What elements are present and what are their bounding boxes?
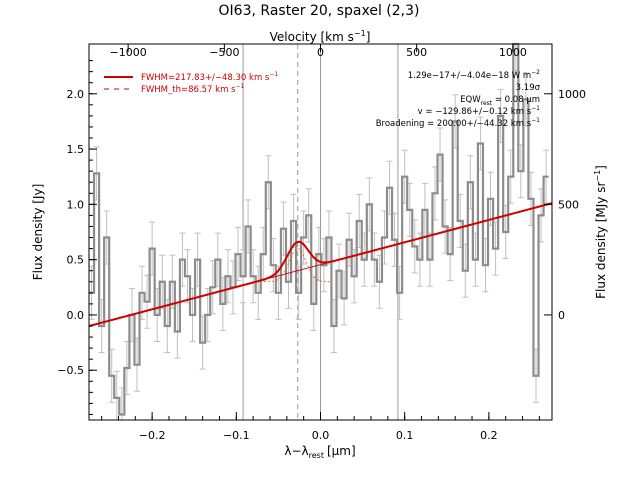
annotation-eqw: EQWrest = 0.08 μm <box>460 95 540 107</box>
y-tick-label: 1.0 <box>67 198 85 211</box>
tick-layer: −0.2 −0.1 0.0 0.1 0.2 −1000 −500 0 500 1000 −0.5 0.… <box>57 44 586 442</box>
chart-title: OI63, Raster 20, spaxel (2,3) <box>219 3 420 19</box>
right-tick-label: 1000 <box>558 88 586 101</box>
y-tick-label: 0.5 <box>67 254 85 267</box>
top-axis-label: Velocity [km s−1] <box>270 29 371 44</box>
legend: FWHM=217.83+/−48.30 km s−1 FWHM_th=86.57… <box>104 71 278 95</box>
y-tick-label: −0.5 <box>57 364 84 377</box>
x-tick-label: 0.2 <box>480 429 498 442</box>
spectrum-series <box>89 42 549 416</box>
top-tick-label: 0 <box>317 46 324 59</box>
y-axis-label-right: Flux density [MJy sr−1] <box>593 165 608 299</box>
x-tick-label: −0.1 <box>223 429 250 442</box>
top-tick-label: 500 <box>406 46 427 59</box>
fit-line <box>88 202 553 328</box>
x-tick-label: −0.2 <box>139 429 166 442</box>
right-tick-label: 500 <box>558 198 579 211</box>
y-tick-label: 1.5 <box>67 143 85 156</box>
x-tick-label: 0.1 <box>396 429 414 442</box>
right-tick-label: 0 <box>558 309 565 322</box>
y-tick-label: 0.0 <box>67 309 85 322</box>
y-axis-label-left: Flux density [Jy] <box>31 184 45 281</box>
annotation-line-flux: 1.29e−17+/−4.04e−18 W m−2 <box>408 69 540 81</box>
top-tick-label: 1000 <box>499 46 527 59</box>
grid-layer <box>242 44 399 420</box>
legend-item-fwhm: FWHM=217.83+/−48.30 km s−1 <box>141 71 278 83</box>
annotation-velocity: v = −129.86+/−0.12 km s−1 <box>418 105 541 117</box>
top-tick-label: −500 <box>209 46 239 59</box>
x-tick-label: 0.0 <box>312 429 330 442</box>
top-tick-label: −1000 <box>110 46 147 59</box>
annotation-broadening: Broadening = 200.00+/−44.32 km s−1 <box>376 117 540 129</box>
fit-annotations: 1.29e−17+/−4.04e−18 W m−2 3.19σ EQWrest … <box>376 69 541 129</box>
legend-item-fwhm-th: FWHM_th=86.57 km s−1 <box>141 83 245 95</box>
annotation-significance: 3.19σ <box>516 83 541 93</box>
gaussian-component <box>264 248 332 283</box>
y-tick-label: 2.0 <box>67 88 85 101</box>
x-axis-label: λ−λrest [μm] <box>284 444 355 460</box>
